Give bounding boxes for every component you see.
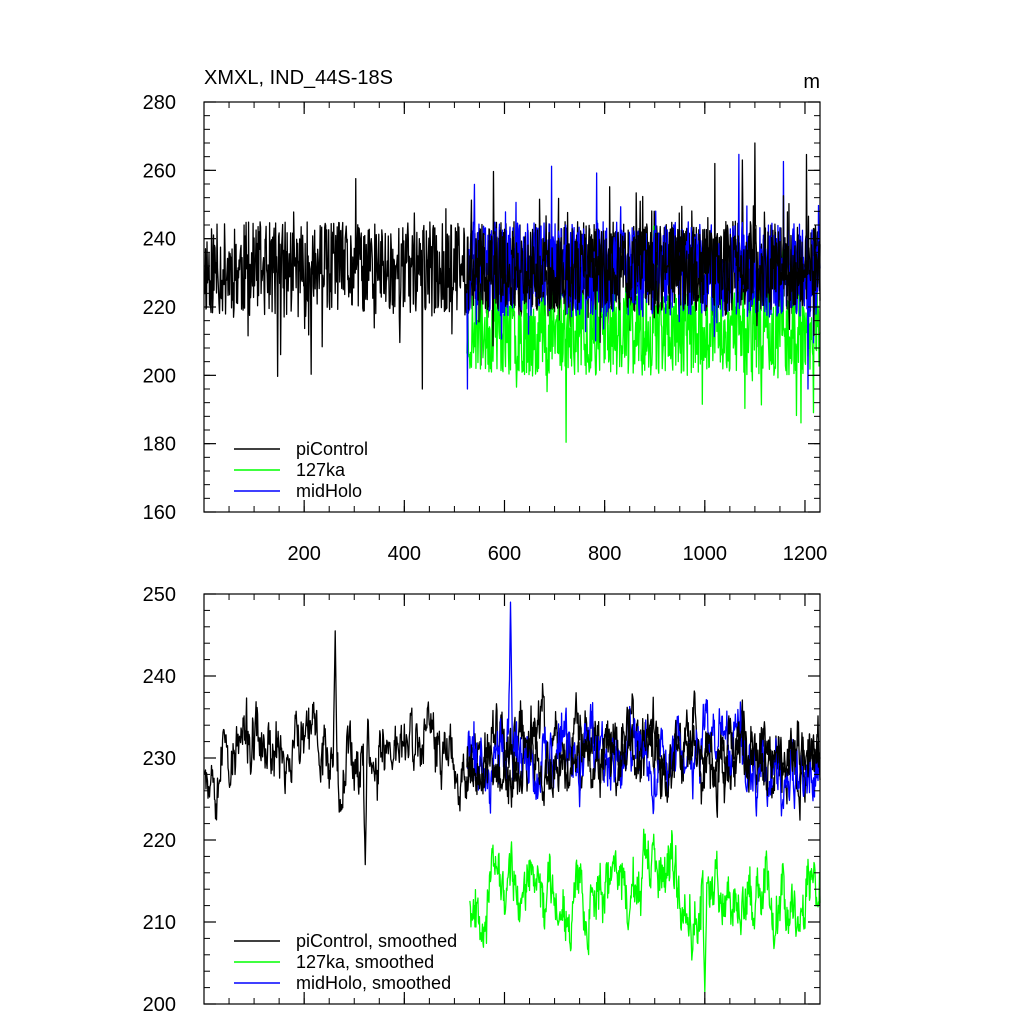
- y-tick-label: 200: [143, 994, 176, 1016]
- legend-label: 127ka, smoothed: [296, 952, 434, 972]
- legend-label: midHolo: [296, 481, 362, 501]
- y-tick-label: 220: [143, 297, 176, 319]
- series-line-2: [466, 219, 821, 443]
- units-label: m: [803, 71, 820, 93]
- series-line-1: [203, 630, 821, 866]
- series-line-2: [469, 828, 821, 993]
- y-tick-label: 230: [143, 748, 176, 770]
- bottom-panel: 200 210 220 230 240 250 piControl, smoothed12…: [143, 584, 821, 1016]
- y-tick-label: 180: [143, 434, 176, 456]
- y-tick-label: 160: [143, 502, 176, 524]
- x-tick-label: 400: [388, 543, 421, 565]
- y-tick-label: 210: [143, 912, 176, 934]
- series-line-4: [466, 696, 821, 807]
- top-axis-ticks: 160 180 200 220 240 260 280 200 400 600 800 1000 120…: [143, 92, 828, 565]
- legend-label: piControl: [296, 439, 368, 459]
- y-tick-label: 240: [143, 229, 176, 251]
- series-line-4: [466, 162, 821, 347]
- y-tick-label: 240: [143, 666, 176, 688]
- top-series-lines: [203, 142, 821, 443]
- chart-title: XMXL, IND_44S-18S: [204, 67, 393, 89]
- y-tick-label: 260: [143, 160, 176, 182]
- x-tick-label: 800: [588, 543, 621, 565]
- y-tick-label: 200: [143, 365, 176, 387]
- y-tick-label: 250: [143, 584, 176, 606]
- legend-label: piControl, smoothed: [296, 931, 457, 951]
- top-panel: XMXL, IND_44S-18S m 160 180 200 220 240 260 28…: [143, 67, 828, 565]
- x-tick-label: 1000: [683, 543, 728, 565]
- y-tick-label: 280: [143, 92, 176, 114]
- bottom-axis-ticks: 200 210 220 230 240 250: [143, 584, 820, 1016]
- legend-label: 127ka: [296, 460, 346, 480]
- x-tick-label: 1200: [783, 543, 828, 565]
- legend-label: midHolo, smoothed: [296, 973, 451, 993]
- x-tick-label: 600: [488, 543, 521, 565]
- y-tick-label: 220: [143, 830, 176, 852]
- bottom-plot-frame: [203, 593, 821, 1005]
- x-tick-label: 200: [287, 543, 320, 565]
- bottom-series-lines: [203, 601, 821, 993]
